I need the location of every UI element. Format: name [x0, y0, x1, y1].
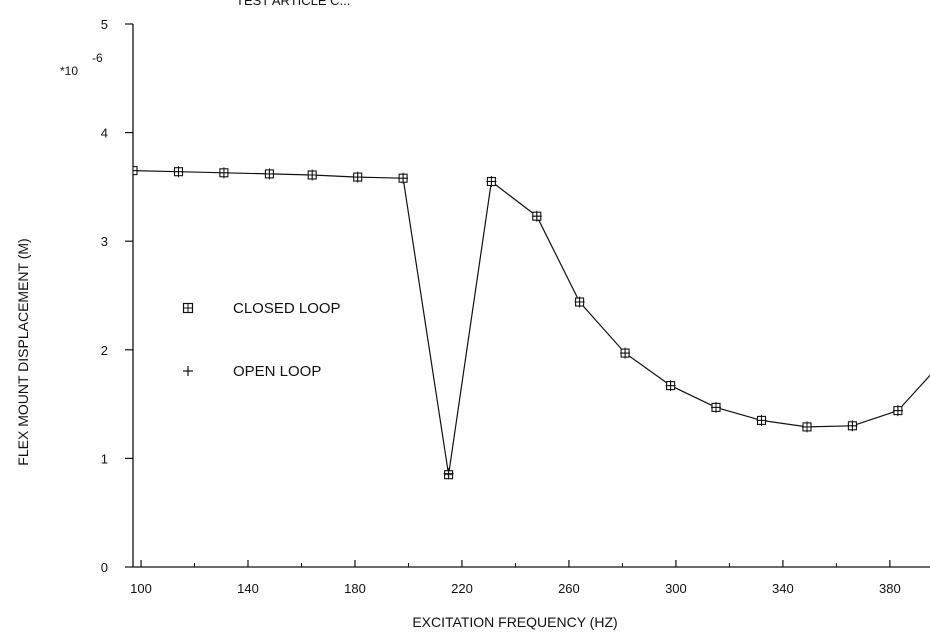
open-loop-point — [307, 169, 318, 181]
x-ticks: 100 140 180 220 260 300 340 380 — [130, 560, 901, 596]
x-tick-label: 140 — [237, 581, 259, 596]
x-tick-label: 220 — [451, 581, 473, 596]
open-loop-point — [486, 176, 497, 187]
plot-series-group — [133, 165, 930, 480]
y-tick-label: 1 — [101, 451, 108, 466]
x-tick-label: 260 — [558, 581, 580, 596]
open-loop-point — [173, 166, 184, 178]
y-multiplier-exponent: -6 — [92, 51, 103, 65]
legend: CLOSED LOOP OPEN LOOP — [182, 300, 341, 380]
y-tick-label: 2 — [101, 343, 108, 358]
open-loop-point — [756, 414, 767, 426]
open-loop-point — [802, 421, 812, 433]
y-multiplier-base: *10 — [60, 64, 78, 78]
axes — [132, 24, 930, 568]
y-tick-label: 4 — [101, 126, 108, 141]
x-tick-label: 340 — [772, 581, 794, 596]
x-tick-label: 300 — [665, 581, 687, 596]
open-loop-point — [847, 420, 858, 432]
open-loop-point — [264, 168, 275, 180]
chart-title: TEST ARTICLE C... — [236, 0, 350, 8]
open-loop-point — [665, 380, 676, 392]
plot-area — [133, 165, 930, 480]
x-tick-label: 380 — [879, 581, 901, 596]
open-loop-point — [574, 296, 585, 308]
open-loop-point — [133, 165, 138, 177]
y-ticks: 0 1 2 3 4 5 — [101, 17, 133, 575]
x-tick-label: 100 — [130, 581, 152, 596]
open-loop-point — [218, 167, 229, 179]
legend-label-closed-loop: CLOSED LOOP — [233, 300, 341, 317]
open-loop-point — [352, 171, 363, 183]
y-axis-title: FLEX MOUNT DISPLACEMENT (M) — [15, 238, 31, 465]
open-loop-point — [892, 405, 903, 417]
y-tick-label: 5 — [101, 17, 108, 32]
legend-label-open-loop: OPEN LOOP — [233, 363, 321, 380]
legend-marker-open-loop — [183, 366, 193, 376]
open-loop-point — [620, 347, 631, 359]
open-loop-point — [398, 172, 409, 184]
open-loop-point — [443, 468, 454, 480]
open-loop-point — [531, 210, 542, 222]
open-loop-point — [711, 401, 721, 413]
y-tick-label: 3 — [101, 234, 108, 249]
legend-marker-closed-loop — [182, 302, 194, 314]
x-tick-label: 180 — [344, 581, 366, 596]
y-tick-label: 0 — [101, 560, 108, 575]
x-axis-title: EXCITATION FREQUENCY (HZ) — [412, 614, 617, 630]
